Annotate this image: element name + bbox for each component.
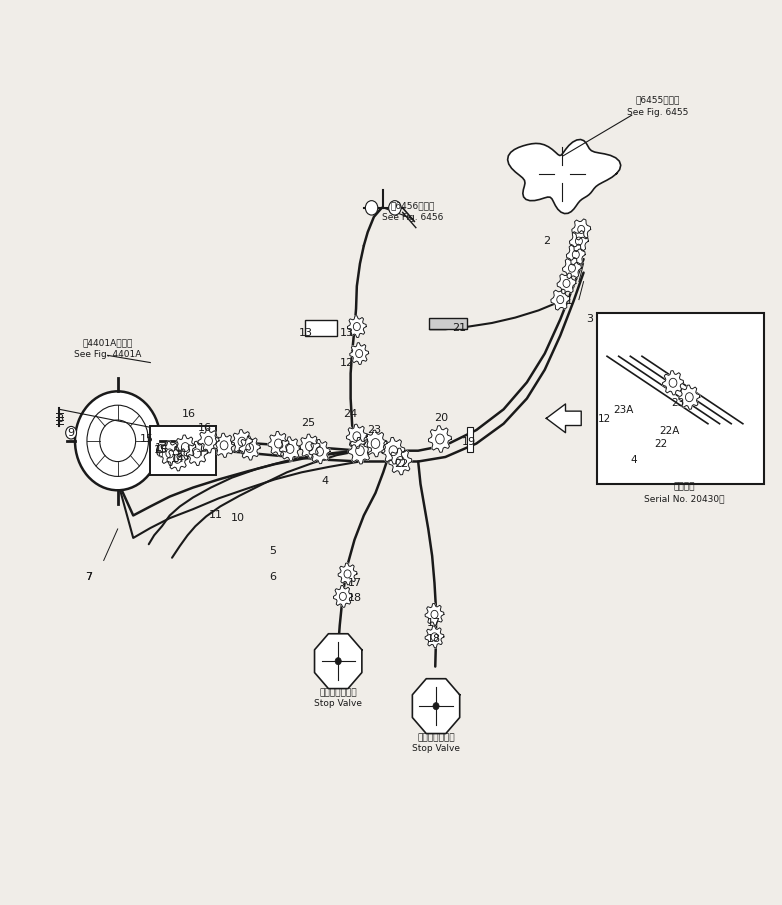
Text: 16: 16 — [198, 424, 212, 433]
Polygon shape — [566, 244, 585, 265]
Text: 7: 7 — [84, 572, 91, 582]
Circle shape — [156, 444, 167, 457]
Polygon shape — [569, 231, 588, 252]
Circle shape — [75, 391, 160, 491]
Polygon shape — [280, 437, 300, 461]
Text: 14: 14 — [170, 453, 185, 463]
Text: 20: 20 — [435, 414, 449, 424]
Polygon shape — [557, 272, 576, 294]
Polygon shape — [508, 139, 621, 214]
Text: 適用号機
Serial No. 20430～: 適用号機 Serial No. 20430～ — [644, 482, 725, 503]
Text: 2: 2 — [543, 236, 550, 246]
Polygon shape — [364, 430, 387, 457]
Polygon shape — [309, 440, 330, 463]
Text: 22: 22 — [655, 440, 668, 450]
Polygon shape — [299, 434, 320, 458]
Text: 21: 21 — [452, 323, 466, 333]
Text: 9: 9 — [67, 428, 74, 438]
Text: 1: 1 — [566, 297, 573, 307]
Text: 15: 15 — [139, 434, 153, 444]
Circle shape — [176, 444, 187, 457]
Text: 19: 19 — [461, 437, 475, 447]
Text: 5: 5 — [270, 547, 277, 557]
Circle shape — [196, 444, 206, 457]
Circle shape — [365, 201, 378, 215]
Polygon shape — [174, 435, 196, 459]
Text: ストップバルブ
Stop Valve: ストップバルブ Stop Valve — [314, 688, 362, 708]
Polygon shape — [350, 343, 368, 365]
Polygon shape — [346, 424, 368, 449]
Text: 18: 18 — [427, 634, 441, 643]
Bar — [429, 319, 467, 329]
Polygon shape — [338, 563, 357, 585]
Polygon shape — [389, 448, 412, 475]
Polygon shape — [167, 447, 188, 471]
Polygon shape — [213, 433, 235, 457]
Text: 23A: 23A — [614, 405, 634, 415]
Bar — [597, 313, 764, 484]
Polygon shape — [347, 316, 366, 338]
Text: 11: 11 — [210, 510, 224, 520]
Circle shape — [335, 658, 341, 665]
Polygon shape — [425, 626, 444, 648]
Text: 4: 4 — [630, 454, 637, 464]
Polygon shape — [382, 437, 405, 464]
Polygon shape — [679, 385, 700, 409]
Text: 14: 14 — [155, 443, 169, 453]
Text: 23: 23 — [672, 398, 685, 408]
Polygon shape — [314, 634, 362, 689]
Polygon shape — [198, 429, 219, 452]
Circle shape — [389, 201, 401, 215]
Text: 22: 22 — [394, 459, 408, 469]
Text: 24: 24 — [343, 409, 357, 419]
Text: 23: 23 — [367, 425, 381, 435]
Text: 15: 15 — [153, 444, 167, 455]
Text: 第6455図参照
See Fig. 6455: 第6455図参照 See Fig. 6455 — [627, 96, 689, 117]
Text: 6: 6 — [270, 572, 277, 582]
Text: 7: 7 — [84, 572, 91, 582]
Text: 8: 8 — [56, 414, 63, 424]
Text: 13: 13 — [299, 328, 313, 338]
Text: 18: 18 — [347, 593, 361, 604]
Text: 13: 13 — [339, 328, 353, 338]
Bar — [467, 427, 473, 452]
Text: 3: 3 — [586, 314, 594, 324]
Text: 12: 12 — [598, 414, 612, 424]
Polygon shape — [186, 442, 207, 465]
Polygon shape — [412, 679, 460, 734]
Polygon shape — [231, 430, 253, 453]
Text: 17: 17 — [347, 578, 361, 588]
Polygon shape — [268, 432, 289, 455]
Polygon shape — [572, 219, 590, 240]
Text: 25: 25 — [301, 418, 315, 428]
Bar — [150, 425, 217, 475]
Text: 17: 17 — [427, 618, 441, 628]
Text: 22A: 22A — [658, 426, 679, 436]
Text: 第4401A図参照
See Fig. 4401A: 第4401A図参照 See Fig. 4401A — [74, 338, 142, 359]
Polygon shape — [429, 425, 451, 452]
Text: 第6456図参照
See Fig. 6456: 第6456図参照 See Fig. 6456 — [382, 201, 443, 222]
Text: ストップバルブ
Stop Valve: ストップバルブ Stop Valve — [412, 733, 460, 753]
Polygon shape — [425, 604, 444, 625]
Polygon shape — [333, 586, 353, 607]
Text: 10: 10 — [231, 513, 245, 523]
Polygon shape — [551, 289, 570, 310]
Text: 4: 4 — [321, 476, 328, 486]
Text: 16: 16 — [182, 409, 196, 419]
Polygon shape — [547, 404, 581, 433]
Text: 12: 12 — [339, 357, 353, 367]
Polygon shape — [662, 371, 683, 395]
Polygon shape — [349, 437, 371, 464]
Bar — [305, 320, 337, 337]
Polygon shape — [562, 258, 581, 279]
Polygon shape — [160, 442, 180, 465]
Polygon shape — [239, 436, 260, 460]
Circle shape — [66, 426, 77, 439]
Circle shape — [433, 702, 439, 710]
